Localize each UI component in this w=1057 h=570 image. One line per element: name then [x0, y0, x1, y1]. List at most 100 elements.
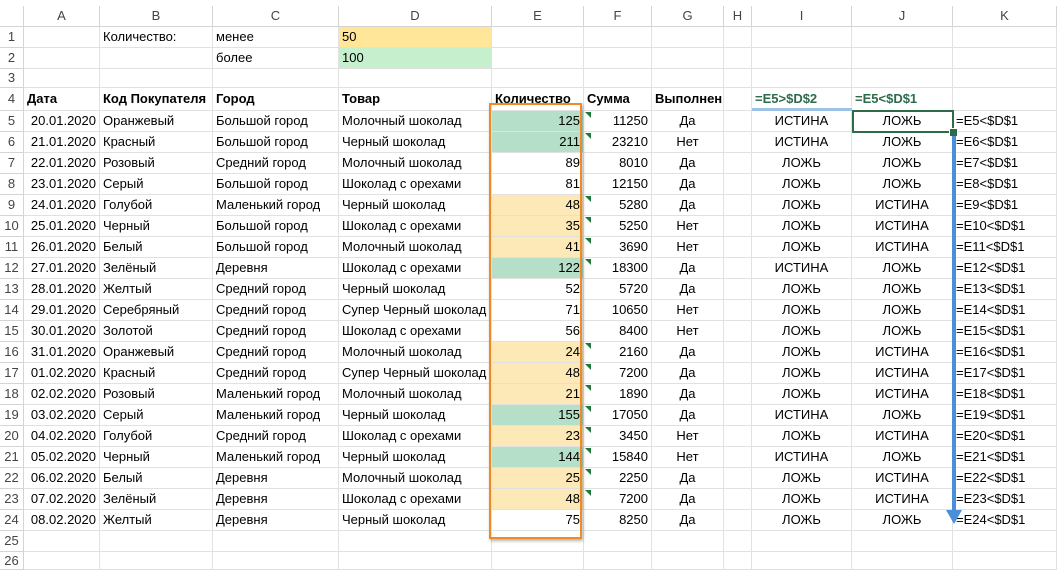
cell-B18[interactable]: Розовый: [100, 384, 213, 405]
cell-H11[interactable]: [724, 237, 752, 258]
row-header-19[interactable]: 19: [0, 405, 24, 426]
cell-E2[interactable]: [492, 48, 584, 69]
cell-H13[interactable]: [724, 279, 752, 300]
cell-H5[interactable]: [724, 111, 752, 132]
cell-B8[interactable]: Серый: [100, 174, 213, 195]
cell-D8[interactable]: Шоколад с орехами: [339, 174, 492, 195]
cell-G13[interactable]: Да: [652, 279, 724, 300]
cell-A23[interactable]: 07.02.2020: [24, 489, 100, 510]
cell-G19[interactable]: Да: [652, 405, 724, 426]
cell-I21[interactable]: ИСТИНА: [752, 447, 852, 468]
cell-H6[interactable]: [724, 132, 752, 153]
cell-B22[interactable]: Белый: [100, 468, 213, 489]
cell-H9[interactable]: [724, 195, 752, 216]
cell-C19[interactable]: Маленький город: [213, 405, 339, 426]
cell-D5[interactable]: Молочный шоколад: [339, 111, 492, 132]
cell-G4[interactable]: Выполнен: [652, 88, 724, 111]
cell-F12[interactable]: 18300: [584, 258, 652, 279]
cell-K23[interactable]: =E23<$D$1: [953, 489, 1057, 510]
row-header-9[interactable]: 9: [0, 195, 24, 216]
row-header-12[interactable]: 12: [0, 258, 24, 279]
cell-J10[interactable]: ИСТИНА: [852, 216, 953, 237]
cell-D12[interactable]: Шоколад с орехами: [339, 258, 492, 279]
cell-I6[interactable]: ИСТИНА: [752, 132, 852, 153]
cell-C24[interactable]: Деревня: [213, 510, 339, 531]
cell-B15[interactable]: Золотой: [100, 321, 213, 342]
cell-G26[interactable]: [652, 552, 724, 570]
cell-C23[interactable]: Деревня: [213, 489, 339, 510]
cell-I2[interactable]: [752, 48, 852, 69]
cell-C25[interactable]: [213, 531, 339, 552]
cell-I8[interactable]: ЛОЖЬ: [752, 174, 852, 195]
row-header-23[interactable]: 23: [0, 489, 24, 510]
cell-K24[interactable]: =E24<$D$1: [953, 510, 1057, 531]
cell-I26[interactable]: [752, 552, 852, 570]
cell-K16[interactable]: =E16<$D$1: [953, 342, 1057, 363]
cell-I10[interactable]: ЛОЖЬ: [752, 216, 852, 237]
cell-A1[interactable]: [24, 27, 100, 48]
cell-E7[interactable]: 89: [492, 153, 584, 174]
cell-C15[interactable]: Средний город: [213, 321, 339, 342]
cell-E6[interactable]: 211: [492, 132, 584, 153]
cell-C4[interactable]: Город: [213, 88, 339, 111]
cell-A17[interactable]: 01.02.2020: [24, 363, 100, 384]
cell-F4[interactable]: Сумма: [584, 88, 652, 111]
cell-B7[interactable]: Розовый: [100, 153, 213, 174]
column-header-D[interactable]: D: [339, 6, 492, 27]
cell-F1[interactable]: [584, 27, 652, 48]
cell-E24[interactable]: 75: [492, 510, 584, 531]
cell-E9[interactable]: 48: [492, 195, 584, 216]
cell-F2[interactable]: [584, 48, 652, 69]
cell-J1[interactable]: [852, 27, 953, 48]
row-header-16[interactable]: 16: [0, 342, 24, 363]
cell-I16[interactable]: ЛОЖЬ: [752, 342, 852, 363]
cell-I9[interactable]: ЛОЖЬ: [752, 195, 852, 216]
row-header-10[interactable]: 10: [0, 216, 24, 237]
cell-H18[interactable]: [724, 384, 752, 405]
cell-G5[interactable]: Да: [652, 111, 724, 132]
cell-C10[interactable]: Большой город: [213, 216, 339, 237]
cell-H10[interactable]: [724, 216, 752, 237]
cell-G1[interactable]: [652, 27, 724, 48]
cell-I22[interactable]: ЛОЖЬ: [752, 468, 852, 489]
cell-F25[interactable]: [584, 531, 652, 552]
cell-H24[interactable]: [724, 510, 752, 531]
cell-I7[interactable]: ЛОЖЬ: [752, 153, 852, 174]
cell-E20[interactable]: 23: [492, 426, 584, 447]
cell-B9[interactable]: Голубой: [100, 195, 213, 216]
cell-G15[interactable]: Нет: [652, 321, 724, 342]
cell-G7[interactable]: Да: [652, 153, 724, 174]
cell-C7[interactable]: Средний город: [213, 153, 339, 174]
cell-F11[interactable]: 3690: [584, 237, 652, 258]
row-header-15[interactable]: 15: [0, 321, 24, 342]
cell-J19[interactable]: ЛОЖЬ: [852, 405, 953, 426]
cell-H20[interactable]: [724, 426, 752, 447]
cell-K9[interactable]: =E9<$D$1: [953, 195, 1057, 216]
cell-G24[interactable]: Да: [652, 510, 724, 531]
cell-E15[interactable]: 56: [492, 321, 584, 342]
cell-A21[interactable]: 05.02.2020: [24, 447, 100, 468]
cell-E26[interactable]: [492, 552, 584, 570]
cell-C11[interactable]: Большой город: [213, 237, 339, 258]
cell-F16[interactable]: 2160: [584, 342, 652, 363]
cell-A10[interactable]: 25.01.2020: [24, 216, 100, 237]
cell-J11[interactable]: ИСТИНА: [852, 237, 953, 258]
cell-K19[interactable]: =E19<$D$1: [953, 405, 1057, 426]
cell-K7[interactable]: =E7<$D$1: [953, 153, 1057, 174]
cell-I14[interactable]: ЛОЖЬ: [752, 300, 852, 321]
cell-B1[interactable]: Количество:: [100, 27, 213, 48]
cell-C13[interactable]: Средний город: [213, 279, 339, 300]
cell-J23[interactable]: ИСТИНА: [852, 489, 953, 510]
cell-J8[interactable]: ЛОЖЬ: [852, 174, 953, 195]
cell-E8[interactable]: 81: [492, 174, 584, 195]
cell-B13[interactable]: Желтый: [100, 279, 213, 300]
cell-A3[interactable]: [24, 69, 100, 88]
cell-J12[interactable]: ЛОЖЬ: [852, 258, 953, 279]
cell-K11[interactable]: =E11<$D$1: [953, 237, 1057, 258]
cell-I17[interactable]: ЛОЖЬ: [752, 363, 852, 384]
cell-C16[interactable]: Средний город: [213, 342, 339, 363]
row-header-25[interactable]: 25: [0, 531, 24, 552]
row-header-14[interactable]: 14: [0, 300, 24, 321]
cell-J9[interactable]: ИСТИНА: [852, 195, 953, 216]
cell-A25[interactable]: [24, 531, 100, 552]
